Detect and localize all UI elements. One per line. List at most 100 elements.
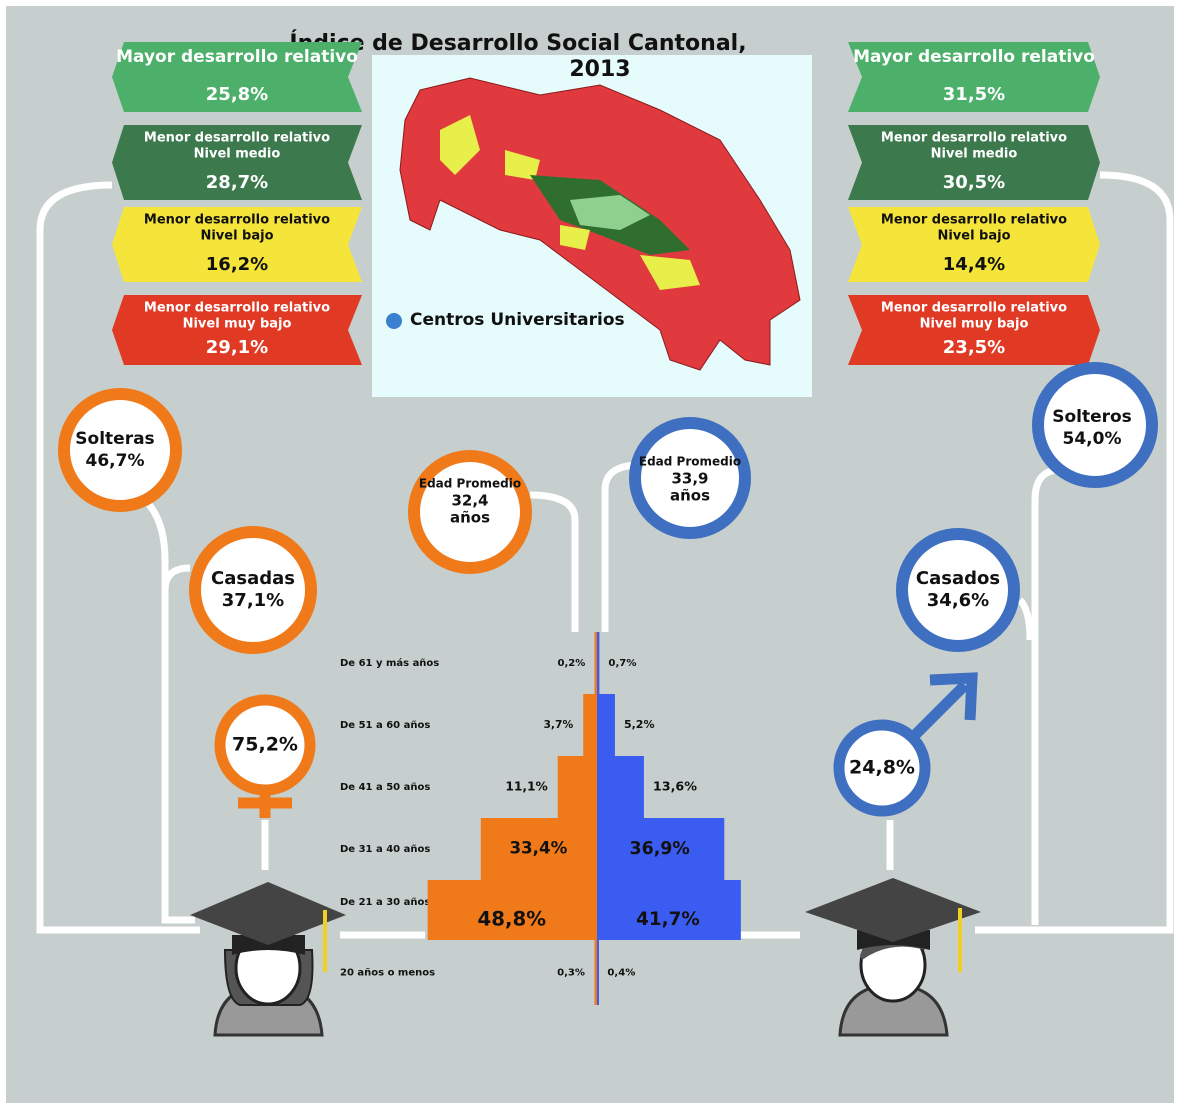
age-label: Edad Promedio [419, 477, 521, 491]
level-value: 14,4% [943, 254, 1005, 275]
stat-value: 54,0% [1063, 429, 1122, 449]
category-label: De 21 a 30 años [340, 897, 430, 908]
pyramid-bar [557, 756, 596, 818]
level-label: Menor desarrollo relativo [881, 131, 1067, 146]
legend-dot [386, 313, 402, 329]
pyramid-bar [480, 818, 596, 880]
value-label: 0,3% [557, 968, 585, 979]
level-label: Menor desarrollo relativo [881, 213, 1067, 228]
value-label: 13,6% [653, 779, 697, 794]
level-label: Mayor desarrollo relativo [116, 47, 358, 67]
value-label: 0,4% [607, 968, 635, 979]
stat-value: 46,7% [86, 451, 145, 471]
age-label: 32,4 [451, 492, 488, 510]
stat-label: Casadas [211, 568, 295, 589]
map-legend: Centros Universitarios [410, 310, 625, 330]
symbol-ring [833, 719, 931, 817]
category-label: 20 años o menos [340, 968, 435, 979]
map-region [440, 115, 480, 175]
value-label: 0,7% [608, 658, 636, 669]
share-value: 24,8% [849, 757, 915, 779]
age-label: años [450, 509, 490, 527]
symbol-arrow [908, 681, 969, 742]
level-value: 16,2% [206, 254, 268, 275]
age-label: años [670, 487, 710, 505]
share-value: 75,2% [232, 734, 298, 756]
level-label: Nivel muy bajo [183, 317, 292, 332]
level-value: 30,5% [943, 172, 1005, 193]
level-label: Nivel bajo [937, 229, 1010, 244]
value-label: 5,2% [624, 718, 655, 731]
level-banner [112, 207, 362, 282]
pyramid-bar [597, 756, 644, 818]
level-banner [848, 295, 1100, 365]
pyramid-bar [427, 880, 596, 940]
level-value: 25,8% [206, 84, 268, 105]
graduate-man [805, 878, 981, 1037]
value-label: 11,1% [505, 780, 547, 794]
stat-ring [896, 528, 1020, 652]
connector [1017, 597, 1034, 641]
cap [232, 935, 305, 955]
level-value: 28,7% [206, 172, 268, 193]
board [190, 882, 346, 945]
pyramid-bar [597, 880, 741, 940]
connector [529, 491, 579, 632]
pyramid-bar [597, 818, 725, 880]
male-symbol [833, 672, 978, 817]
board [805, 878, 981, 942]
level-value: 29,1% [206, 337, 268, 358]
stat-ring [1032, 362, 1158, 488]
level-label: Menor desarrollo relativo [144, 131, 330, 146]
level-value: 23,5% [943, 337, 1005, 358]
map: Centros Universitarios [386, 77, 801, 371]
age-label: 33,9 [671, 470, 708, 488]
map-region [640, 255, 700, 290]
level-banner [848, 207, 1100, 282]
stat-ring [58, 388, 182, 512]
category-label: De 31 a 40 años [340, 844, 430, 855]
female-symbol [214, 694, 316, 818]
dynamic: Mayor desarrollo relativo 25,8% Menor desa… [58, 42, 1158, 1005]
title: 2013 [569, 57, 630, 82]
stat-label: Solteros [1052, 407, 1132, 427]
level-banner [112, 125, 362, 200]
level-banner [848, 42, 1100, 112]
stat-value: 37,1% [222, 590, 284, 611]
age-label: Edad Promedio [639, 455, 741, 469]
level-label: Mayor desarrollo relativo [853, 47, 1095, 67]
pyramid-bar [597, 694, 615, 756]
value-label: 0,2% [557, 658, 585, 669]
level-value: 31,5% [943, 84, 1005, 105]
value-label: 41,7% [636, 909, 700, 930]
stat-value: 34,6% [927, 590, 989, 611]
stat-ring [189, 526, 317, 654]
value-label: 36,9% [630, 839, 690, 859]
connectors [36, 171, 1174, 939]
map-region [570, 195, 650, 230]
value-label: 3,7% [543, 718, 573, 731]
level-label: Nivel medio [931, 147, 1018, 162]
category-label: De 41 a 50 años [340, 782, 430, 793]
map-region [505, 150, 540, 180]
title: Índice de Desarrollo Social Cantonal, [289, 30, 746, 56]
stat-label: Solteras [75, 429, 154, 449]
connector [975, 171, 1174, 934]
category-label: De 61 y más años [340, 657, 439, 669]
symbol-head [929, 672, 978, 721]
connector [36, 181, 200, 934]
value-label: 33,4% [509, 839, 567, 858]
level-label: Nivel muy bajo [920, 317, 1029, 332]
level-label: Nivel medio [194, 147, 281, 162]
level-label: Menor desarrollo relativo [881, 301, 1067, 316]
level-banner [112, 42, 362, 112]
category-label: De 51 a 60 años [340, 720, 430, 731]
connector [161, 564, 191, 591]
map-region [560, 225, 590, 250]
stat-ring [629, 417, 751, 539]
graduate-woman [190, 882, 346, 1037]
level-banner [848, 125, 1100, 200]
level-banner [112, 295, 362, 365]
